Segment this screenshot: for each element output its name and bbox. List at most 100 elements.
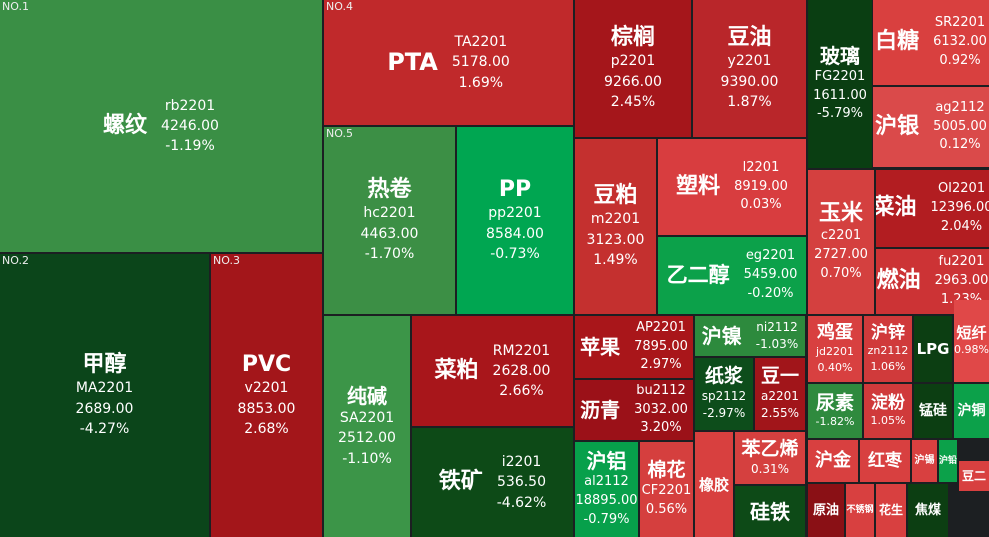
tile: 沪银 ag2112 5005.00 0.12% bbox=[873, 87, 989, 167]
tile-code: c2201 bbox=[820, 227, 862, 243]
tile: 菜粕 RM2201 2628.00 2.66% bbox=[412, 316, 573, 426]
tile: 豆粕 m2201 3123.00 1.49% bbox=[575, 139, 656, 314]
tile-change: 1.49% bbox=[593, 251, 638, 268]
tile-name: PVC bbox=[241, 351, 292, 377]
tile: NO.4 PTA TA2201 5178.00 1.69% bbox=[324, 0, 573, 125]
tile: 铁矿 i2201 536.50 -4.62% bbox=[412, 428, 573, 537]
tile-name: 铁矿 bbox=[438, 469, 483, 495]
tile-price: 6132.00 bbox=[933, 34, 987, 50]
tile: 花生 bbox=[876, 484, 906, 537]
tile-price: 8584.00 bbox=[486, 225, 544, 242]
tile-name: PP bbox=[498, 176, 532, 202]
tile-details: sp2112 -2.97% bbox=[702, 388, 746, 423]
tile-change: -0.20% bbox=[747, 285, 794, 301]
tile-change: -1.03% bbox=[755, 337, 799, 351]
tile-details: SR2201 6132.00 0.92% bbox=[933, 14, 987, 71]
tile-name: LPG bbox=[916, 340, 950, 358]
tile-details: a2201 2.55% bbox=[761, 388, 799, 423]
tile-price: 2512.00 bbox=[338, 430, 396, 447]
tile-details: c2201 2727.00 0.70% bbox=[814, 227, 868, 284]
tile-name: 红枣 bbox=[868, 450, 902, 471]
tile-code: i2201 bbox=[501, 454, 542, 471]
tile-name: 鸡蛋 bbox=[817, 322, 853, 344]
tile-price: 5005.00 bbox=[933, 118, 987, 134]
tile-price: 4463.00 bbox=[360, 225, 419, 242]
rank-label: NO.5 bbox=[326, 127, 353, 140]
tile: 沥青 bu2112 3032.00 3.20% bbox=[575, 380, 693, 440]
tile-name: 豆二 bbox=[961, 468, 986, 483]
tile-code: y2201 bbox=[727, 53, 772, 70]
tile: PP pp2201 8584.00 -0.73% bbox=[457, 127, 573, 314]
tile-details: rb2201 4246.00 -1.19% bbox=[161, 96, 219, 157]
tile: 豆一 a2201 2.55% bbox=[755, 358, 805, 430]
tile-price: 12396.00 bbox=[930, 200, 989, 216]
tile-details: hc2201 4463.00 -1.70% bbox=[361, 203, 419, 264]
tile-change: 0.56% bbox=[645, 501, 688, 517]
tile-name: 豆油 bbox=[727, 24, 772, 50]
tile-change: 3.20% bbox=[640, 420, 682, 436]
tile-code: m2201 bbox=[590, 211, 641, 228]
tile-code: RM2201 bbox=[492, 342, 551, 359]
tile-name: 苹果 bbox=[580, 335, 621, 359]
tile: 硅铁 bbox=[735, 486, 805, 537]
tile-details: CF2201 0.56% bbox=[642, 482, 692, 520]
tile-code: ni2112 bbox=[756, 319, 798, 334]
tile-code: al2112 bbox=[584, 474, 629, 490]
tile-price: 8919.00 bbox=[734, 178, 788, 194]
tile-change: 0.03% bbox=[740, 197, 782, 213]
tile-name: 纸浆 bbox=[704, 365, 743, 388]
tile-name: 焦煤 bbox=[914, 502, 941, 518]
tile-name: 淀粉 bbox=[871, 392, 905, 413]
tile-change: 1.87% bbox=[727, 93, 772, 110]
tile-details: SA2201 2512.00 -1.10% bbox=[338, 408, 396, 469]
tile: 苯乙烯 0.31% bbox=[735, 432, 805, 484]
tile-details: TA2201 5178.00 1.69% bbox=[452, 32, 510, 93]
rank-label: NO.3 bbox=[213, 254, 240, 267]
tile-name: 白糖 bbox=[875, 29, 920, 55]
tile-name: 沪锡 bbox=[914, 455, 935, 466]
tile: 棕榈 p2201 9266.00 2.45% bbox=[575, 0, 691, 137]
tile-details: ni2112 -1.03% bbox=[756, 319, 798, 354]
tile-details: jd2201 0.40% bbox=[816, 344, 854, 376]
tile-code: CF2201 bbox=[641, 483, 692, 499]
tile: 沪锡 bbox=[912, 440, 937, 482]
tile: 沪铅 bbox=[939, 440, 957, 482]
tile: 白糖 SR2201 6132.00 0.92% bbox=[873, 0, 989, 85]
tile: 纸浆 sp2112 -2.97% bbox=[695, 358, 753, 430]
tile-code: fu2201 bbox=[938, 254, 985, 270]
tile-details: OI2201 12396.00 2.04% bbox=[931, 180, 989, 237]
tile-change: -1.19% bbox=[165, 138, 215, 155]
tile-price: 18895.00 bbox=[575, 493, 638, 509]
tile-details: bu2112 3032.00 3.20% bbox=[634, 382, 688, 439]
tile-change: -0.79% bbox=[583, 511, 630, 527]
rank-label: NO.1 bbox=[2, 0, 29, 13]
tile-name: 短纤 bbox=[956, 324, 987, 343]
tile-details: al2112 18895.00 -0.79% bbox=[575, 473, 637, 530]
tile-change: 0.12% bbox=[939, 137, 981, 153]
tile-change: 2.55% bbox=[760, 406, 800, 421]
tile-details: pp2201 8584.00 -0.73% bbox=[486, 203, 544, 264]
tile-code: MA2201 bbox=[75, 380, 134, 397]
tile-price: 4246.00 bbox=[161, 117, 219, 134]
tile: 玻璃 FG2201 1611.00 -5.79% bbox=[808, 0, 872, 168]
tile: 红枣 bbox=[860, 440, 910, 482]
tile-change: 1.69% bbox=[458, 74, 504, 91]
tile-details: eg2201 5459.00 -0.20% bbox=[744, 247, 798, 304]
tile-name: 橡胶 bbox=[698, 475, 729, 494]
tile-price: 5459.00 bbox=[743, 267, 798, 283]
tile-name: 玉米 bbox=[818, 200, 863, 226]
tile-name: 菜粕 bbox=[434, 357, 479, 383]
tile-name: 沪铝 bbox=[586, 449, 627, 474]
tile-change: 0.98% bbox=[954, 343, 989, 357]
tile-code: SA2201 bbox=[339, 410, 395, 427]
tile-details: l2201 8919.00 0.03% bbox=[734, 159, 788, 216]
tile: 苹果 AP2201 7895.00 2.97% bbox=[575, 316, 693, 378]
tile-name: 豆粕 bbox=[593, 182, 638, 208]
tile-name: 纯碱 bbox=[347, 384, 387, 409]
tile: 沪锌 zn2112 1.06% bbox=[864, 316, 912, 382]
tile-change: 2.97% bbox=[640, 357, 682, 373]
tile-details: p2201 9266.00 2.45% bbox=[604, 51, 662, 112]
tile: 淀粉 1.05% bbox=[864, 384, 912, 438]
tile-name: 硅铁 bbox=[750, 499, 790, 524]
tile: 原油 bbox=[808, 484, 844, 537]
